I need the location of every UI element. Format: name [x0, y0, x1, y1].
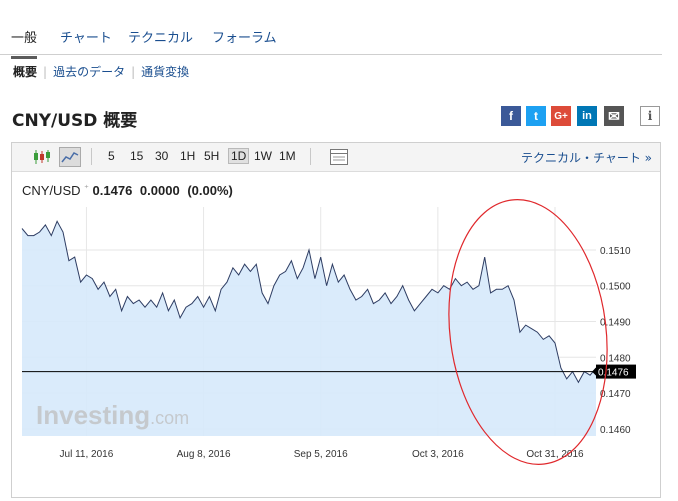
y-tick-label: 0.1490	[600, 318, 631, 329]
interval-5[interactable]: 5	[108, 149, 115, 163]
area-chart-icon[interactable]	[59, 147, 81, 167]
y-tick-label: 0.1470	[600, 389, 631, 400]
tab-general[interactable]: 一般	[11, 27, 38, 59]
candlestick-icon[interactable]	[32, 149, 52, 165]
y-tick-label: 0.1480	[600, 353, 631, 364]
x-tick-label: Jul 11, 2016	[60, 449, 114, 460]
subnav-currency-converter[interactable]: 通貨変換	[141, 65, 190, 79]
linkedin-icon[interactable]: in	[577, 106, 597, 126]
interval-1w[interactable]: 1W	[254, 149, 272, 163]
interval-30[interactable]: 30	[155, 149, 169, 163]
chart-toolbar: 5 15 30 1H 5H 1D 1W 1M テクニカル・チャート »	[12, 143, 660, 172]
email-icon[interactable]: ✉	[604, 106, 624, 126]
current-price-label: 0.1476	[598, 368, 629, 379]
subnav-divider: |	[131, 65, 136, 79]
interval-1h[interactable]: 1H	[180, 149, 196, 163]
quote-change-percent: (0.00%)	[187, 183, 233, 198]
twitter-icon[interactable]: t	[526, 106, 546, 126]
interval-1d[interactable]: 1D	[228, 148, 250, 164]
x-tick-label: Sep 5, 2016	[294, 449, 348, 460]
subnav-overview[interactable]: 概要	[13, 65, 38, 79]
technical-chart-link[interactable]: テクニカル・チャート »	[520, 151, 652, 165]
sub-navigation: 概要 | 過去のデータ | 通貨変換	[13, 63, 189, 80]
interval-5h[interactable]: 5H	[204, 149, 220, 163]
y-tick-label: 0.1460	[600, 425, 631, 436]
tab-forum[interactable]: フォーラム	[212, 31, 277, 46]
table-view-icon[interactable]	[330, 149, 348, 165]
y-tick-label: 0.1500	[600, 282, 631, 293]
flag-icon: ⁺	[84, 183, 89, 193]
price-line	[21, 220, 597, 384]
page-title: CNY/USD 概要	[12, 111, 138, 131]
red-ellipse-highlight	[448, 199, 608, 465]
tab-chart[interactable]: チャート	[60, 31, 112, 46]
quote-change: 0.0000	[139, 183, 180, 198]
x-tick-label: Oct 31, 2016	[526, 449, 584, 460]
quote-header: CNY/USD ⁺ 0.1476 0.0000 (0.00%)	[22, 183, 233, 198]
interval-1m[interactable]: 1M	[279, 149, 296, 163]
subnav-divider: |	[43, 65, 48, 79]
quote-price: 0.1476	[92, 183, 133, 198]
interval-15[interactable]: 15	[130, 149, 144, 163]
price-area	[22, 221, 596, 436]
info-icon[interactable]: i	[640, 106, 660, 126]
subnav-historical-data[interactable]: 過去のデータ	[53, 65, 126, 79]
current-price-pointer	[592, 367, 596, 376]
tab-technical[interactable]: テクニカル	[128, 31, 194, 46]
x-tick-label: Oct 3, 2016	[412, 449, 464, 460]
quote-symbol: CNY/USD	[22, 183, 81, 198]
y-tick-label: 0.1510	[600, 246, 631, 257]
investing-watermark: Investing.com	[36, 400, 189, 430]
facebook-icon[interactable]: f	[501, 106, 521, 126]
toolbar-divider	[310, 148, 311, 165]
google-plus-icon[interactable]: G+	[551, 106, 571, 126]
x-tick-label: Aug 8, 2016	[177, 449, 231, 460]
main-tabs: 一般 チャート テクニカル フォーラム	[0, 0, 662, 59]
toolbar-divider	[91, 148, 92, 165]
